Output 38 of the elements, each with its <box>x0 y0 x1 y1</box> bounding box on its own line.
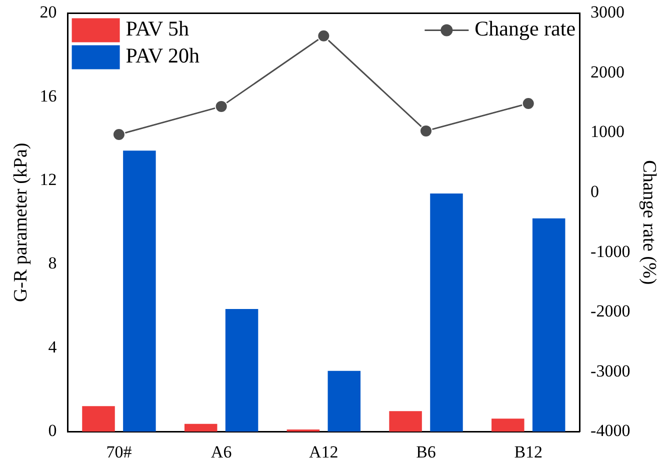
y-tick-label: 4 <box>48 337 58 356</box>
point <box>420 124 433 138</box>
legend-label: PAV 5h <box>126 16 190 41</box>
point <box>112 128 126 142</box>
bar <box>225 309 258 432</box>
bar <box>328 370 361 432</box>
y-tick-label: 20 <box>40 2 57 22</box>
y2-tick-label: -2000 <box>590 302 630 321</box>
point <box>522 96 535 110</box>
y-tick-label: 16 <box>40 86 57 106</box>
bar <box>123 150 156 432</box>
point <box>317 29 330 42</box>
y2-tick-label: -1000 <box>590 242 630 261</box>
y2-tick-label: 0 <box>590 182 600 201</box>
y2-tick-label: 2000 <box>590 62 625 82</box>
y2-tick-label: -4000 <box>590 421 630 440</box>
x-tick-label: 70# <box>106 442 132 462</box>
y2-axis-title: Change rate (%) <box>638 160 660 285</box>
x-tick-label: B6 <box>416 442 436 462</box>
x-tick-label: B12 <box>514 442 543 462</box>
y2-tick-label: 1000 <box>590 122 625 142</box>
bar <box>82 406 115 432</box>
y2-tick-label: 3000 <box>590 2 625 22</box>
x-tick-label: A12 <box>309 442 338 462</box>
bar <box>430 194 463 432</box>
bar <box>532 218 566 432</box>
x-tick-label: A6 <box>210 442 232 462</box>
y-tick-label: 0 <box>48 421 57 440</box>
y-tick-label: 8 <box>48 254 57 273</box>
y-axis-title: G-R parameter (kPa) <box>10 142 32 302</box>
bar <box>389 411 422 432</box>
bar <box>184 424 218 432</box>
point <box>214 100 228 113</box>
bar <box>492 418 524 432</box>
y-tick-label: 12 <box>40 170 57 190</box>
legend-label: Change rate <box>474 16 576 41</box>
legend-label: PAV 20h <box>126 44 200 68</box>
y2-tick-label: -3000 <box>590 361 630 380</box>
